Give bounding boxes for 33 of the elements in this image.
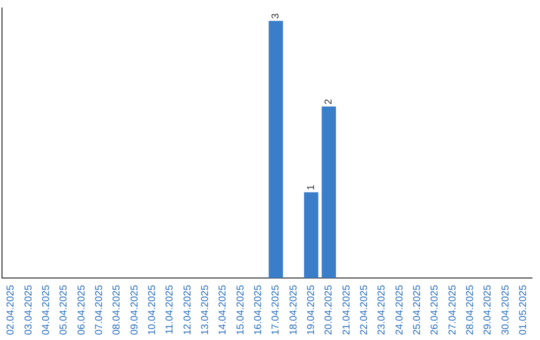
x-tick-label: 12.04.2025 xyxy=(182,284,194,336)
data-label: 3 xyxy=(270,12,282,19)
x-tick-label: 08.04.2025 xyxy=(112,284,123,336)
x-tick-label: 09.04.2025 xyxy=(129,284,140,336)
x-tick-label: 27.04.2025 xyxy=(447,284,458,336)
x-tick-label: 26.04.2025 xyxy=(430,284,441,336)
x-tick-label: 25.04.2025 xyxy=(412,284,423,336)
x-tick-label: 18.04.2025 xyxy=(288,284,300,336)
x-tick-label: 02.04.2025 xyxy=(6,284,17,336)
x-tick-label: 28.04.2025 xyxy=(464,284,476,336)
x-tick-label: 29.04.2025 xyxy=(482,284,494,336)
x-tick-label: 11.04.2025 xyxy=(164,284,176,334)
x-tick-label: 04.04.2025 xyxy=(40,284,52,336)
x-tick-label: 06.04.2025 xyxy=(76,284,88,336)
x-tick-label: 17.04.2025 xyxy=(270,284,282,336)
x-tick-label: 20.04.2025 xyxy=(324,284,335,336)
x-tick-label: 23.04.2025 xyxy=(376,284,388,336)
data-label: 2 xyxy=(324,98,335,105)
x-tick-label: 22.04.2025 xyxy=(358,284,370,336)
x-tick-label: 01.05.2025 xyxy=(518,284,529,336)
x-tick-label: 14.04.2025 xyxy=(218,284,229,336)
x-tick-label: 15.04.2025 xyxy=(235,284,246,336)
x-tick-label: 24.04.2025 xyxy=(394,284,406,336)
x-tick-label: 30.04.2025 xyxy=(500,284,512,336)
x-tick-label: 10.04.2025 xyxy=(146,284,158,336)
data-label: 1 xyxy=(306,184,317,190)
x-tick-label: 19.04.2025 xyxy=(306,284,317,336)
x-tick-label: 07.04.2025 xyxy=(94,284,105,336)
x-tick-label: 16.04.2025 xyxy=(252,284,264,336)
x-tick-label: 03.04.2025 xyxy=(23,284,34,336)
x-tick-label: 13.04.2025 xyxy=(200,284,211,336)
x-tick-label: 21.04.2025 xyxy=(341,284,352,336)
x-tick-label: 05.04.2025 xyxy=(58,284,70,336)
